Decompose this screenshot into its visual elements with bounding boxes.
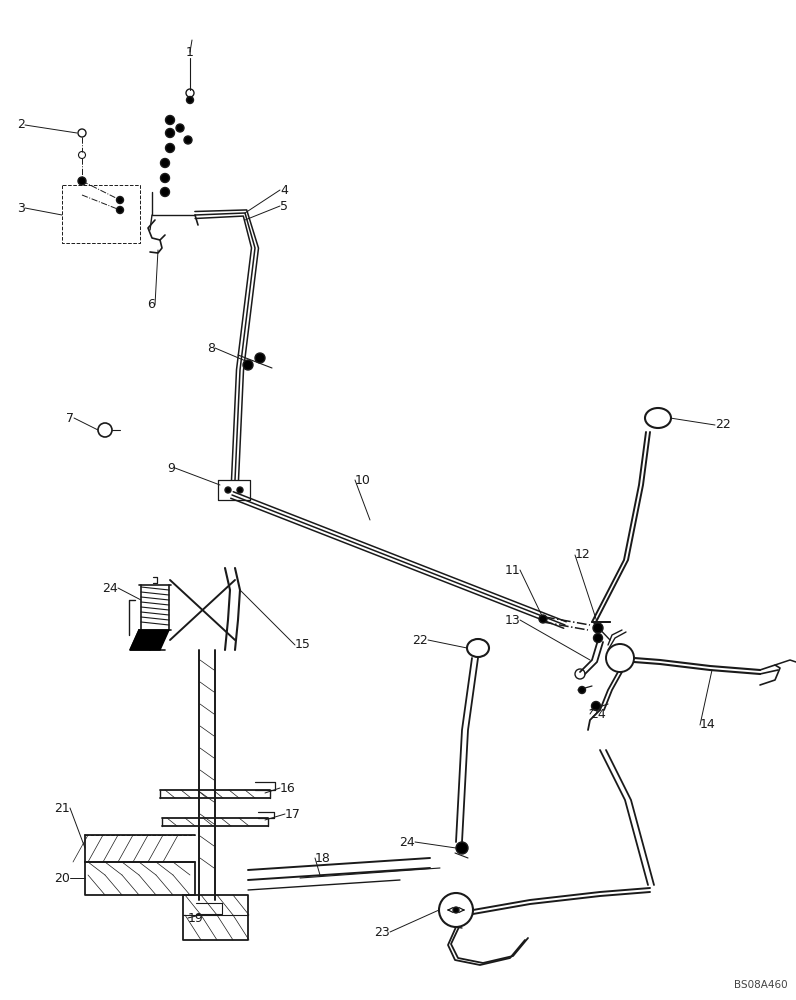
Circle shape	[539, 615, 547, 623]
Text: 13: 13	[504, 613, 520, 626]
Circle shape	[255, 353, 265, 363]
Text: 16: 16	[280, 782, 296, 794]
Text: 22: 22	[715, 418, 731, 432]
Ellipse shape	[467, 639, 489, 657]
Text: 21: 21	[54, 802, 70, 814]
Text: 7: 7	[66, 412, 74, 424]
Text: 4: 4	[280, 184, 288, 196]
Circle shape	[237, 487, 243, 493]
Text: 2: 2	[18, 118, 25, 131]
Text: 10: 10	[355, 474, 371, 487]
Text: 9: 9	[167, 462, 175, 475]
Circle shape	[78, 177, 86, 185]
Text: 8: 8	[207, 342, 215, 355]
Circle shape	[593, 623, 603, 633]
Text: 11: 11	[504, 564, 520, 576]
Circle shape	[186, 97, 193, 104]
Polygon shape	[130, 630, 169, 650]
Circle shape	[166, 128, 174, 137]
Text: 24: 24	[590, 708, 606, 720]
Text: 23: 23	[374, 926, 390, 938]
Circle shape	[176, 124, 184, 132]
Circle shape	[116, 196, 123, 204]
Circle shape	[166, 143, 174, 152]
Text: 12: 12	[575, 548, 591, 562]
Circle shape	[579, 686, 586, 694]
Circle shape	[161, 158, 170, 167]
Circle shape	[161, 188, 170, 196]
Text: 14: 14	[700, 718, 716, 732]
Circle shape	[243, 360, 253, 370]
Ellipse shape	[645, 408, 671, 428]
Text: 19: 19	[188, 912, 204, 924]
Circle shape	[161, 174, 170, 182]
Text: 1: 1	[186, 45, 194, 58]
Text: 22: 22	[412, 634, 428, 647]
Text: BS08A460: BS08A460	[735, 980, 788, 990]
Text: 24: 24	[102, 582, 118, 594]
Circle shape	[594, 634, 603, 643]
Text: 24: 24	[400, 836, 415, 848]
Circle shape	[116, 207, 123, 214]
Text: 3: 3	[18, 202, 25, 215]
Text: 5: 5	[280, 200, 288, 213]
Circle shape	[184, 136, 192, 144]
Text: 20: 20	[54, 871, 70, 884]
Circle shape	[225, 487, 231, 493]
Text: 15: 15	[295, 639, 311, 652]
Text: 17: 17	[285, 808, 301, 820]
Circle shape	[591, 702, 600, 710]
Text: 6: 6	[147, 298, 155, 312]
Circle shape	[453, 907, 459, 913]
Circle shape	[166, 115, 174, 124]
Text: 18: 18	[315, 852, 331, 864]
Circle shape	[456, 842, 468, 854]
